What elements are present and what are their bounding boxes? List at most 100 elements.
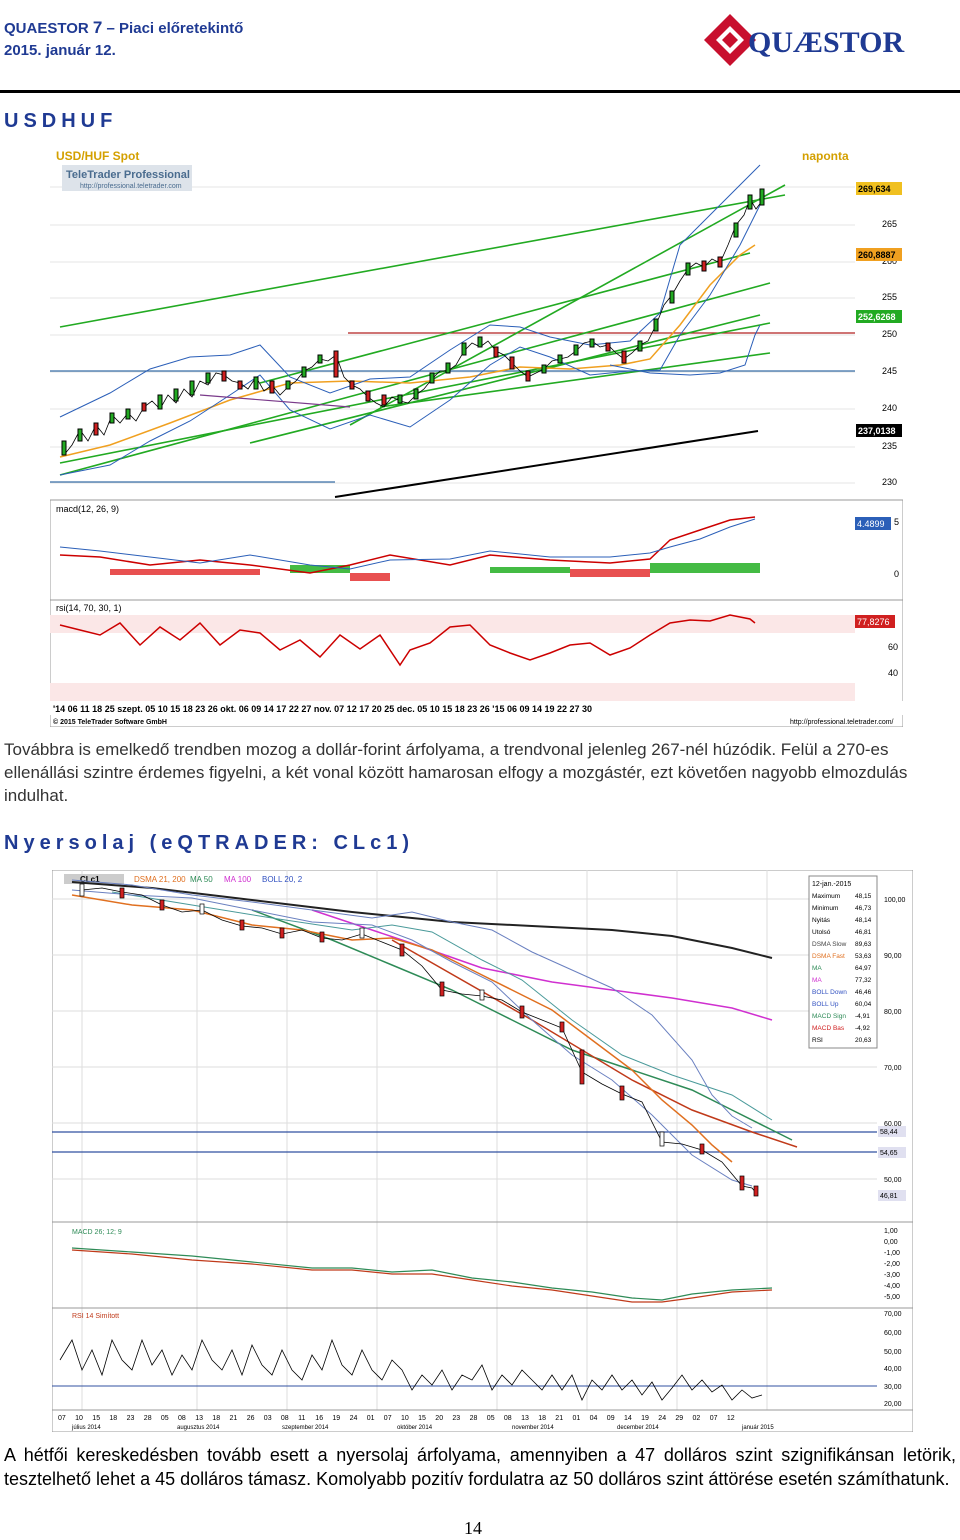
oil-date-tick: 01 xyxy=(367,1415,375,1422)
usdhuf-tag-last: 269,634 xyxy=(858,184,891,194)
oil-date-tick: 14 xyxy=(624,1415,632,1422)
oil-info-value: 46,81 xyxy=(855,929,872,936)
oil-info-key: DSMA Slow xyxy=(812,941,847,948)
oil-date-tick: 02 xyxy=(693,1415,701,1422)
oil-month-axis: július 2014 augusztus 2014 szeptember 2014… xyxy=(71,1425,774,1431)
teletrader-brand: TeleTrader Professional xyxy=(66,169,190,181)
oil-chart: CLc1 DSMA 21, 200 MA 50 MA 100 BOLL 20, … xyxy=(52,870,913,1432)
oil-month-label: augusztus 2014 xyxy=(177,1425,220,1431)
oil-info-value: -4,92 xyxy=(855,1025,870,1032)
oil-info-key: RSI xyxy=(812,1037,823,1044)
oil-date-axis: 07 10 15 18 23 28 05 08 13 18 21 26 03 08 11 16 19 24 01 07… xyxy=(58,1415,735,1422)
oil-date-tick: 28 xyxy=(144,1415,152,1422)
oil-date-tick: 21 xyxy=(555,1415,563,1422)
oil-macd-axis-label: -5,00 xyxy=(884,1294,900,1301)
oil-info-table: Maximum 48,15 Minimum 46,73 Nyitás 48,14 Ut… xyxy=(812,893,872,1044)
oil-price-axis: 100,00 90,00 80,00 70,00 60,00 50,00 xyxy=(884,897,906,1184)
oil-info-value: 89,63 xyxy=(855,941,872,948)
oil-info-key: BOLL Up xyxy=(812,1001,839,1008)
header-rule xyxy=(0,90,960,93)
oil-date-tick: 07 xyxy=(710,1415,718,1422)
usdhuf-price-axis: 270 265 260 255 250 245 240 235 230 xyxy=(882,181,897,487)
oil-date-tick: 18 xyxy=(538,1415,546,1422)
oil-info-value: 46,73 xyxy=(855,905,872,912)
oil-info-value: -4,91 xyxy=(855,1013,870,1020)
oil-date-tick: 16 xyxy=(315,1415,323,1422)
usdhuf-axis-255: 255 xyxy=(882,292,897,302)
oil-rsi-label: RSI 14 Simított xyxy=(72,1313,119,1320)
usdhuf-footer-url: http://professional.teletrader.com/ xyxy=(790,719,894,726)
oil-date-tick: 05 xyxy=(487,1415,495,1422)
oil-date-tick: 29 xyxy=(675,1415,683,1422)
teletrader-url: http://professional.teletrader.com xyxy=(80,183,182,190)
oil-axis-90: 90,00 xyxy=(884,953,902,960)
section-heading-oil: Nyersolaj (eQTRADER: CLc1) xyxy=(4,832,415,854)
usdhuf-macd-histogram xyxy=(110,563,760,581)
oil-date-tick: 01 xyxy=(573,1415,581,1422)
oil-macd-axis-label: -4,00 xyxy=(884,1283,900,1290)
usdhuf-macd-label: macd(12, 26, 9) xyxy=(56,504,119,514)
oil-axis-50: 50,00 xyxy=(884,1177,902,1184)
oil-date-tick: 15 xyxy=(418,1415,426,1422)
oil-tag-4681: 46,81 xyxy=(880,1193,898,1200)
usdhuf-axis-240: 240 xyxy=(882,403,897,413)
oil-axis-80: 80,00 xyxy=(884,1009,902,1016)
usdhuf-axis-265: 265 xyxy=(882,219,897,229)
usdhuf-rsi-tag: 77,8276 xyxy=(857,617,890,627)
oil-info-value: 48,15 xyxy=(855,893,872,900)
oil-date-tick: 08 xyxy=(281,1415,289,1422)
usdhuf-rsi-label: rsi(14, 70, 30, 1) xyxy=(56,603,122,613)
oil-month-label: július 2014 xyxy=(71,1425,101,1431)
usdhuf-title: USD/HUF Spot xyxy=(56,149,139,163)
oil-info-key: BOLL Down xyxy=(812,989,847,996)
oil-date-tick: 13 xyxy=(195,1415,203,1422)
oil-date-tick: 18 xyxy=(212,1415,220,1422)
oil-month-label: november 2014 xyxy=(512,1425,554,1431)
oil-info-value: 77,32 xyxy=(855,977,872,984)
oil-date-tick: 07 xyxy=(384,1415,392,1422)
quaestor-logo: QUÆSTOR xyxy=(704,14,904,66)
usdhuf-macd-tag: 4.4899 xyxy=(857,519,885,529)
oil-date-tick: 04 xyxy=(590,1415,598,1422)
oil-date-tick: 09 xyxy=(607,1415,615,1422)
oil-date-tick: 23 xyxy=(452,1415,460,1422)
oil-info-key: MA xyxy=(812,977,822,984)
usdhuf-tag-ma: 260,8887 xyxy=(858,250,896,260)
usdhuf-date-axis: '14 06 11 18 25 szept. 05 10 15 18 23 26… xyxy=(53,704,592,714)
oil-legend-boll: BOLL 20, 2 xyxy=(262,875,303,884)
oil-rsi-axis-label: 60,00 xyxy=(884,1330,902,1337)
usdhuf-rsi-axis-60: 60 xyxy=(888,642,898,652)
usdhuf-period: naponta xyxy=(802,149,849,163)
oil-date-tick: 13 xyxy=(521,1415,529,1422)
oil-info-key: Minimum xyxy=(812,905,838,912)
usdhuf-axis-250: 250 xyxy=(882,329,897,339)
oil-tag-5465: 54,65 xyxy=(880,1150,898,1157)
header-title-suffix: – Piaci előretekintő xyxy=(106,20,244,37)
section-heading-usdhuf: USDHUF xyxy=(4,110,118,132)
oil-rsi-axis-label: 40,00 xyxy=(884,1366,902,1373)
header-title-number: 7 xyxy=(92,18,103,37)
oil-month-label: október 2014 xyxy=(397,1425,433,1431)
oil-macd-axis-label: -1,00 xyxy=(884,1250,900,1257)
oil-legend-clc1: CLc1 xyxy=(80,875,100,884)
oil-legend-ma100: MA 100 xyxy=(224,875,252,884)
oil-rsi-axis-label: 20,00 xyxy=(884,1401,902,1408)
oil-info-value: 20,63 xyxy=(855,1037,872,1044)
usdhuf-axis-235: 235 xyxy=(882,441,897,451)
usdhuf-macd-axis-0: 0 xyxy=(894,569,899,579)
oil-date-tick: 24 xyxy=(350,1415,358,1422)
usdhuf-axis-245: 245 xyxy=(882,366,897,376)
oil-date-tick: 28 xyxy=(470,1415,478,1422)
oil-date-tick: 10 xyxy=(75,1415,83,1422)
oil-month-label: december 2014 xyxy=(617,1425,659,1431)
header-title-prefix: QUAESTOR xyxy=(4,20,89,37)
oil-commentary: A hétfői kereskedésben tovább esett a ny… xyxy=(4,1445,956,1489)
usdhuf-rsi-axis-40: 40 xyxy=(888,668,898,678)
oil-date-tick: 08 xyxy=(178,1415,186,1422)
oil-info-key: Nyitás xyxy=(812,917,831,924)
oil-info-value: 48,14 xyxy=(855,917,872,924)
oil-macd-axis-label: -2,00 xyxy=(884,1261,900,1268)
oil-date-tick: 12 xyxy=(727,1415,735,1422)
oil-macd-axis-label: 0,00 xyxy=(884,1239,898,1246)
oil-info-date: 12-jan.-2015 xyxy=(812,881,851,888)
